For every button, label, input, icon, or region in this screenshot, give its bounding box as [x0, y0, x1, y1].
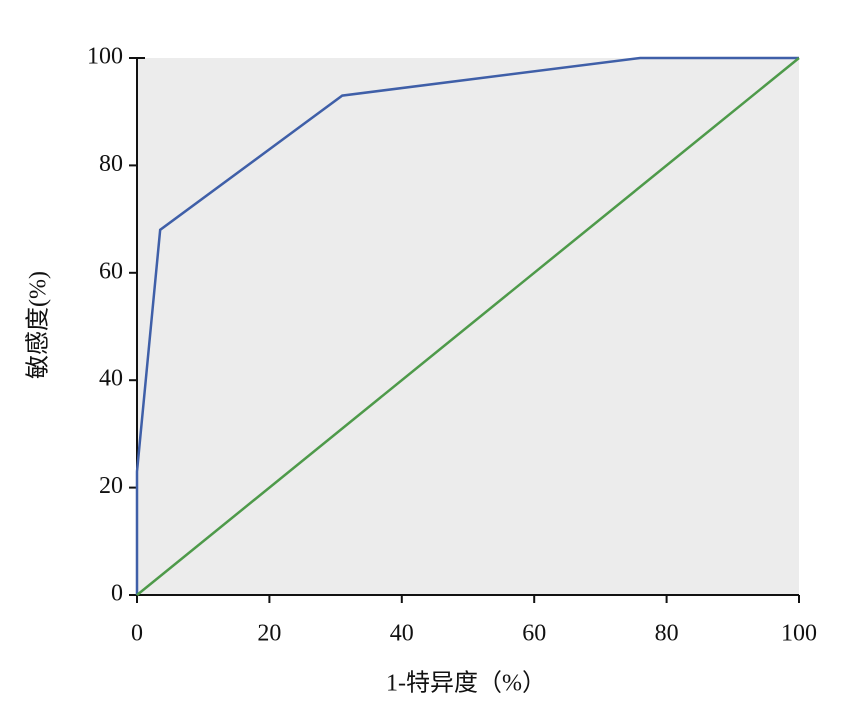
x-tick-label: 40 — [390, 621, 414, 647]
x-tick-label: 100 — [781, 621, 817, 647]
x-tick-label: 20 — [257, 621, 281, 647]
x-tick-label: 80 — [655, 621, 679, 647]
y-tick-label: 40 — [99, 366, 123, 392]
y-tick-label: 100 — [87, 44, 123, 70]
y-axis-label: 敏感度(%) — [25, 271, 52, 379]
line-series — [135, 56, 799, 595]
y-tick-label: 80 — [99, 151, 123, 177]
y-tick-label: 60 — [99, 258, 123, 284]
y-tick-label: 0 — [111, 581, 123, 607]
line-series — [136, 57, 800, 596]
x-tick-label: 0 — [131, 621, 143, 647]
x-axis-label: 1-特异度（%） — [386, 670, 546, 697]
y-tick-label: 20 — [99, 473, 123, 499]
x-tick-label: 60 — [522, 621, 546, 647]
